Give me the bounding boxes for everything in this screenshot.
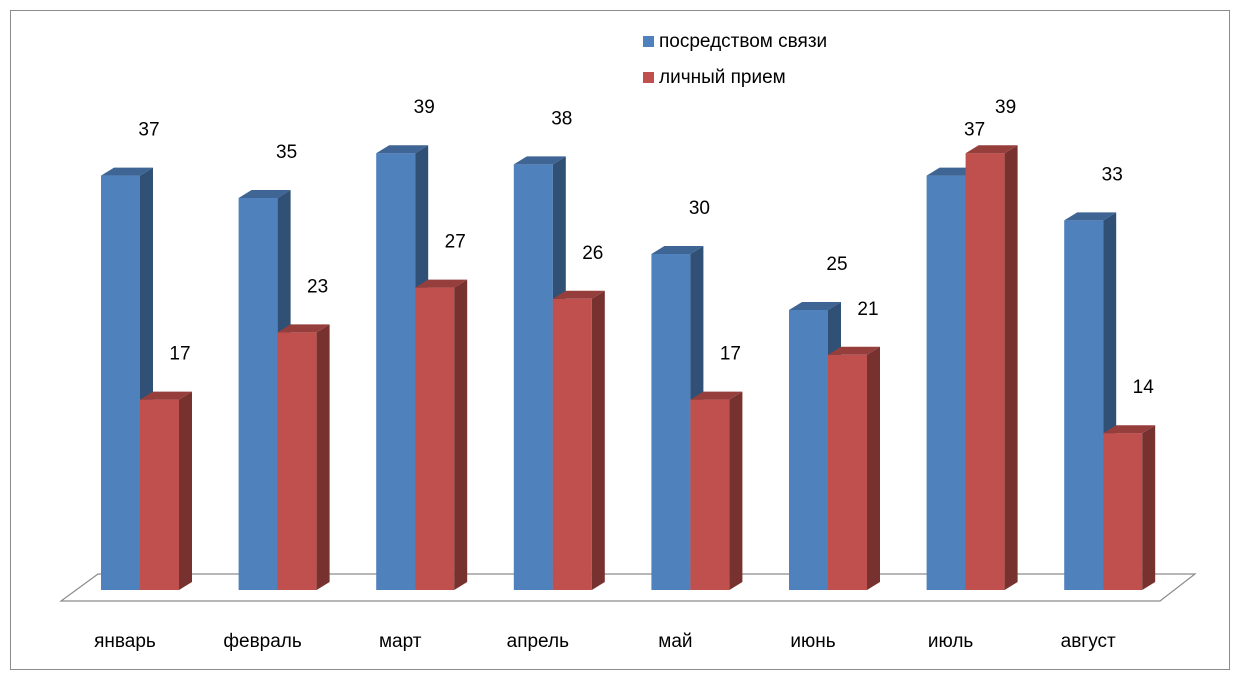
legend-label-0: посредством связи [659,31,827,52]
value-labels-layer: 37 17 35 23 39 27 38 26 30 17 25 21 37 39 33 14 [138,97,1154,398]
chart-floor [59,573,1197,602]
bar-1-3 [552,290,605,590]
category-label-3: апрель [507,631,569,652]
category-label-1: февраль [223,631,302,652]
legend-swatch-0 [643,36,654,47]
value-label-1-2: 27 [445,232,466,253]
category-label-7: август [1061,631,1116,652]
category-labels-layer: январь февраль март апрель май июнь июль август [94,631,1116,652]
value-label-1-3: 26 [582,243,603,264]
value-label-1-1: 23 [307,276,328,297]
value-label-1-7: 14 [1133,377,1155,398]
value-label-0-4: 30 [689,198,710,219]
bar-1-6 [965,145,1018,590]
bar-1-0 [140,391,192,590]
value-label-0-1: 35 [276,142,297,163]
bar-1-7 [1103,425,1156,590]
value-label-1-4: 17 [720,344,741,365]
chart-frame [10,10,1230,670]
value-label-0-0: 37 [138,120,159,141]
category-label-6: июль [928,631,974,652]
value-label-1-0: 17 [169,344,190,365]
bars-layer [101,145,1156,590]
bar-1-2 [415,279,468,590]
legend: посредством связи личный прием [643,31,827,88]
value-label-1-6: 39 [995,97,1016,118]
bar-1-4 [690,391,743,590]
value-label-1-5: 21 [857,299,878,320]
value-label-0-7: 33 [1102,164,1123,185]
bar-1-5 [828,346,880,590]
category-label-2: март [379,631,422,652]
value-label-0-3: 38 [551,108,572,129]
category-label-4: май [658,631,692,652]
bar-1-1 [277,324,330,590]
legend-label-1: личный прием [659,67,786,88]
category-label-0: январь [94,631,156,652]
legend-swatch-1 [643,72,654,83]
value-label-0-6: 37 [964,120,985,141]
value-label-0-5: 25 [826,254,847,275]
category-label-5: июнь [790,631,835,652]
value-label-0-2: 39 [414,97,435,118]
